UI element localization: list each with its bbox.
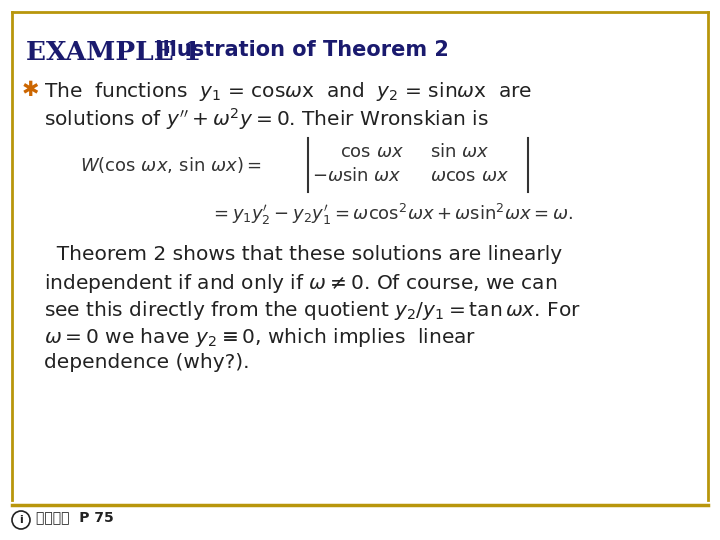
Text: Theorem 2 shows that these solutions are linearly: Theorem 2 shows that these solutions are…: [44, 245, 562, 264]
Text: dependence (why?).: dependence (why?).: [44, 353, 250, 372]
Text: $-\omega\sin\,\omega x$: $-\omega\sin\,\omega x$: [312, 167, 402, 185]
Text: independent if and only if $\omega \neq 0$. Of course, we can: independent if and only if $\omega \neq …: [44, 272, 557, 295]
Text: ✱: ✱: [22, 80, 40, 100]
Text: EXAMPLE 1: EXAMPLE 1: [26, 40, 202, 65]
Text: 歐亞書局  P 75: 歐亞書局 P 75: [36, 510, 114, 524]
Text: $\cos\,\omega x$: $\cos\,\omega x$: [340, 143, 404, 161]
Text: Illustration of Theorem 2: Illustration of Theorem 2: [155, 40, 449, 60]
Text: see this directly from the quotient $y_2/y_1 = \tan\omega x$. For: see this directly from the quotient $y_2…: [44, 299, 581, 322]
Text: $W(\cos\,\omega x,\, \sin\,\omega x) =$: $W(\cos\,\omega x,\, \sin\,\omega x) =$: [80, 155, 262, 175]
Text: $\omega = 0$ we have $y_2 \equiv 0$, which implies  linear: $\omega = 0$ we have $y_2 \equiv 0$, whi…: [44, 326, 477, 349]
Text: $= y_1 y_2' - y_2 y_1' = \omega\cos^2\!\omega x + \omega\sin^2\!\omega x = \omeg: $= y_1 y_2' - y_2 y_1' = \omega\cos^2\!\…: [210, 202, 573, 227]
Text: i: i: [19, 515, 23, 525]
Text: $\sin\,\omega x$: $\sin\,\omega x$: [430, 143, 490, 161]
Text: $\omega\cos\,\omega x$: $\omega\cos\,\omega x$: [430, 167, 509, 185]
Text: solutions of $y''+\omega^2 y = 0$. Their Wronskian is: solutions of $y''+\omega^2 y = 0$. Their…: [44, 106, 489, 132]
Text: The  functions  $y_1$ = cos$\omega$x  and  $y_2$ = sin$\omega$x  are: The functions $y_1$ = cos$\omega$x and $…: [44, 80, 532, 103]
